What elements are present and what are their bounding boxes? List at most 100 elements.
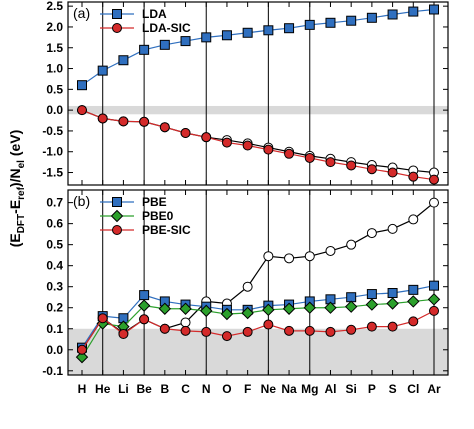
x-tick-label: Cl: [407, 382, 419, 396]
y-axis-label-part: )/N: [7, 168, 23, 187]
marker: [346, 292, 357, 303]
marker: [282, 302, 296, 315]
marker: [159, 323, 170, 334]
x-tick-label: F: [244, 382, 251, 396]
marker: [408, 284, 419, 295]
marker: [139, 116, 150, 127]
marker: [325, 245, 336, 256]
marker: [220, 307, 234, 321]
y-tick-label: -1.5: [42, 166, 63, 180]
marker: [242, 140, 253, 151]
series-line: [81, 109, 435, 181]
marker: [408, 214, 419, 225]
marker: [221, 331, 232, 342]
marker: [77, 105, 87, 116]
marker: [139, 290, 150, 301]
marker: [139, 314, 150, 325]
y-tick-label: 2.5: [46, 0, 63, 13]
legend-label: LDA-SIC: [142, 21, 191, 35]
series: [77, 4, 439, 91]
marker: [284, 23, 295, 34]
x-tick-label: C: [181, 382, 190, 396]
marker: [221, 30, 232, 41]
marker: [344, 300, 358, 313]
x-tick-label: B: [160, 382, 169, 396]
series: [75, 293, 441, 364]
marker: [75, 350, 89, 364]
x-tick-label: P: [368, 382, 376, 396]
marker: [386, 297, 399, 310]
marker: [159, 39, 170, 50]
marker: [139, 44, 150, 55]
marker: [97, 313, 108, 324]
y-axis-label-part: (eV): [7, 130, 23, 160]
marker: [408, 171, 419, 182]
y-tick-label: -1.0: [42, 145, 63, 159]
marker: [366, 321, 377, 332]
marker: [408, 6, 419, 17]
x-tick-label: Ne: [261, 382, 277, 396]
marker: [346, 15, 357, 26]
panel-label: (b): [73, 193, 90, 209]
marker: [263, 251, 274, 262]
marker: [262, 303, 275, 317]
y-tick-label: 0.5: [46, 238, 63, 252]
marker: [325, 17, 336, 28]
marker: [158, 302, 172, 315]
marker: [304, 325, 315, 336]
marker: [179, 302, 192, 315]
marker: [201, 326, 212, 337]
marker: [407, 295, 420, 308]
marker: [77, 344, 87, 355]
plot-frame: [67, 189, 449, 376]
x-tick-label: S: [389, 382, 397, 396]
y-tick-label: 0.4: [46, 259, 63, 273]
marker: [284, 148, 295, 159]
marker: [242, 281, 253, 292]
marker: [387, 321, 398, 332]
marker: [408, 316, 419, 327]
y-tick-label: 0.7: [46, 196, 63, 210]
legend-label: PBE0: [142, 209, 174, 223]
y-axis-label-part: el: [16, 160, 27, 169]
legend-label: PBE: [142, 195, 167, 209]
marker: [365, 298, 379, 311]
y-tick-label: 0.5: [46, 82, 63, 96]
x-tick-label: Al: [324, 382, 336, 396]
x-tick-label: Li: [118, 382, 129, 396]
marker: [201, 132, 212, 143]
marker: [242, 326, 253, 337]
y-tick-label: 0.6: [46, 217, 63, 231]
y-tick-label: 0.3: [46, 280, 63, 294]
marker: [284, 253, 295, 264]
marker: [303, 301, 316, 314]
marker: [180, 36, 191, 47]
marker: [429, 280, 439, 291]
marker: [346, 160, 357, 171]
x-tick-label: O: [222, 382, 231, 396]
y-axis-label-part: (E: [7, 233, 23, 247]
marker: [304, 19, 315, 30]
marker: [221, 137, 232, 148]
marker: [137, 299, 151, 312]
marker: [97, 65, 108, 76]
marker: [284, 325, 295, 336]
x-tick-label: Ar: [427, 382, 441, 396]
x-tick-label: Na: [281, 382, 297, 396]
series-line: [81, 8, 435, 86]
y-tick-label: -0.1: [42, 364, 63, 378]
x-tick-label: He: [95, 382, 111, 396]
marker: [366, 12, 377, 23]
marker: [429, 174, 439, 185]
y-axis-label: (EDFT-Eref)/Nel (eV): [7, 130, 27, 248]
marker: [110, 209, 124, 223]
marker: [304, 251, 315, 262]
marker: [112, 197, 122, 207]
marker: [97, 113, 108, 124]
marker: [325, 326, 336, 337]
marker: [387, 288, 398, 299]
marker: [346, 324, 357, 335]
y-axis-label-part: ref: [16, 186, 27, 199]
marker: [118, 55, 129, 66]
